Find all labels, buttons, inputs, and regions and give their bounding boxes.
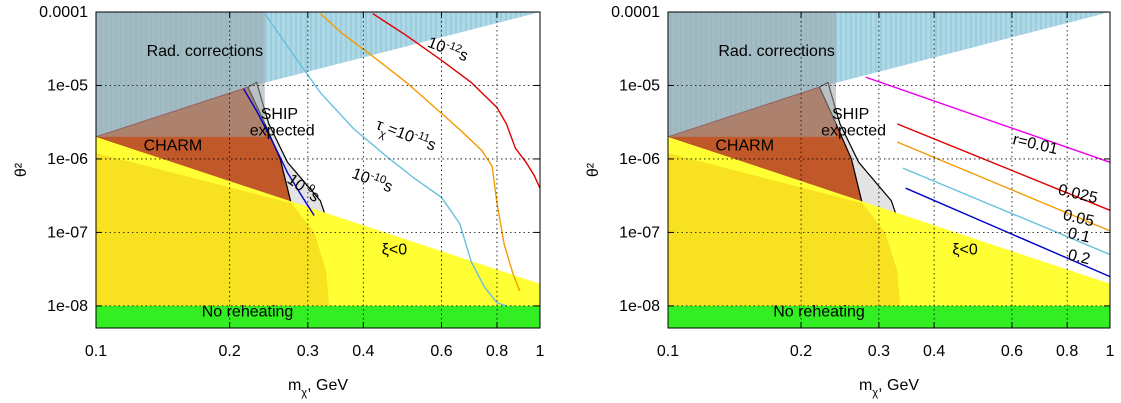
annotation-0-05: 0.05 [1061, 207, 1095, 231]
region-overlap-shade [668, 12, 837, 137]
annotation-rad-corrections: Rad. corrections [718, 43, 835, 60]
series-line-0-025 [896, 123, 1110, 211]
y-tick-label: 1e-06 [619, 151, 660, 168]
x-tick-label: 0.1 [85, 343, 107, 360]
annotation-10-12-s: 10-12s [425, 32, 471, 65]
x-tick-label: 0.2 [790, 343, 812, 360]
annotation-10-11-s: τχ=10-11s [372, 114, 439, 159]
y-tick-label: 1e-06 [47, 151, 88, 168]
x-tick-label: 0.3 [868, 343, 890, 360]
plot-area [668, 12, 1110, 328]
region-no-reheating [96, 305, 540, 328]
annotation-0: ξ<0 [952, 242, 978, 259]
y-axis-label: θ² [13, 162, 30, 177]
region-overlap-shade [96, 12, 265, 137]
plot-frame [667, 11, 1111, 329]
series-line-10-12-s [372, 13, 540, 189]
series-line-r-0-01 [865, 76, 1110, 163]
plot-frame [95, 11, 541, 329]
series-line-10-10-s [264, 13, 507, 307]
x-tick-label: 0.1 [657, 343, 679, 360]
x-tick-label: 0.6 [1001, 343, 1023, 360]
x-tick-label: 0.2 [219, 343, 241, 360]
region-no-reheating [668, 305, 1110, 328]
x-tick-label: 0.8 [486, 343, 508, 360]
series-line-0-2 [905, 187, 1110, 278]
x-axis-label: mχ, GeV [859, 377, 919, 399]
annotation-0-025: 0.025 [1056, 182, 1099, 208]
y-tick-label: 1e-05 [619, 77, 660, 94]
annotation-no-reheating: No reheating [773, 303, 865, 320]
y-tick-label: 1e-07 [619, 224, 660, 241]
grid [668, 12, 1110, 328]
annotation-0-1: 0.1 [1066, 225, 1092, 247]
y-tick-label: 1e-05 [47, 77, 88, 94]
annotation-0-2: 0.2 [1066, 247, 1092, 269]
annotation-0: ξ<0 [382, 242, 408, 259]
y-tick-label: 0.0001 [611, 4, 660, 21]
x-tick-label: 0.6 [430, 343, 452, 360]
series-line-10-11-s [319, 13, 521, 292]
annotation-charm: CHARM [715, 138, 774, 155]
y-axis-label: θ² [585, 162, 602, 177]
x-tick-label: 0.8 [1056, 343, 1078, 360]
grid [96, 12, 540, 328]
annotation-10-10-s: 10-10s [349, 163, 395, 196]
series-line-0-05 [896, 141, 1110, 232]
x-tick-label: 1 [536, 343, 545, 360]
series-line-10-9-s [242, 88, 315, 216]
annotation-expected: expected [821, 122, 886, 139]
y-tick-label: 0.0001 [39, 4, 88, 21]
x-tick-label: 0.3 [297, 343, 319, 360]
x-tick-label: 1 [1106, 343, 1115, 360]
annotation-expected: expected [250, 122, 315, 139]
x-axis-label: mχ, GeV [288, 377, 348, 399]
annotation-rad-corrections: Rad. corrections [147, 43, 264, 60]
annotation-charm: CHARM [144, 138, 203, 155]
x-tick-label: 0.4 [923, 343, 945, 360]
annotation-no-reheating: No reheating [202, 303, 294, 320]
region-excluded-overlap [668, 153, 901, 306]
plot-area [96, 12, 540, 328]
y-tick-label: 1e-08 [619, 298, 660, 315]
y-tick-label: 1e-08 [47, 298, 88, 315]
series-line-0-1 [902, 167, 1110, 256]
region-excluded-overlap [96, 153, 330, 306]
annotation-ship: SHIP [832, 106, 869, 123]
x-tick-label: 0.4 [352, 343, 374, 360]
y-tick-label: 1e-07 [47, 224, 88, 241]
annotation-ship: SHIP [261, 106, 298, 123]
annotation-r-0-01: r=0.01 [1011, 131, 1060, 158]
